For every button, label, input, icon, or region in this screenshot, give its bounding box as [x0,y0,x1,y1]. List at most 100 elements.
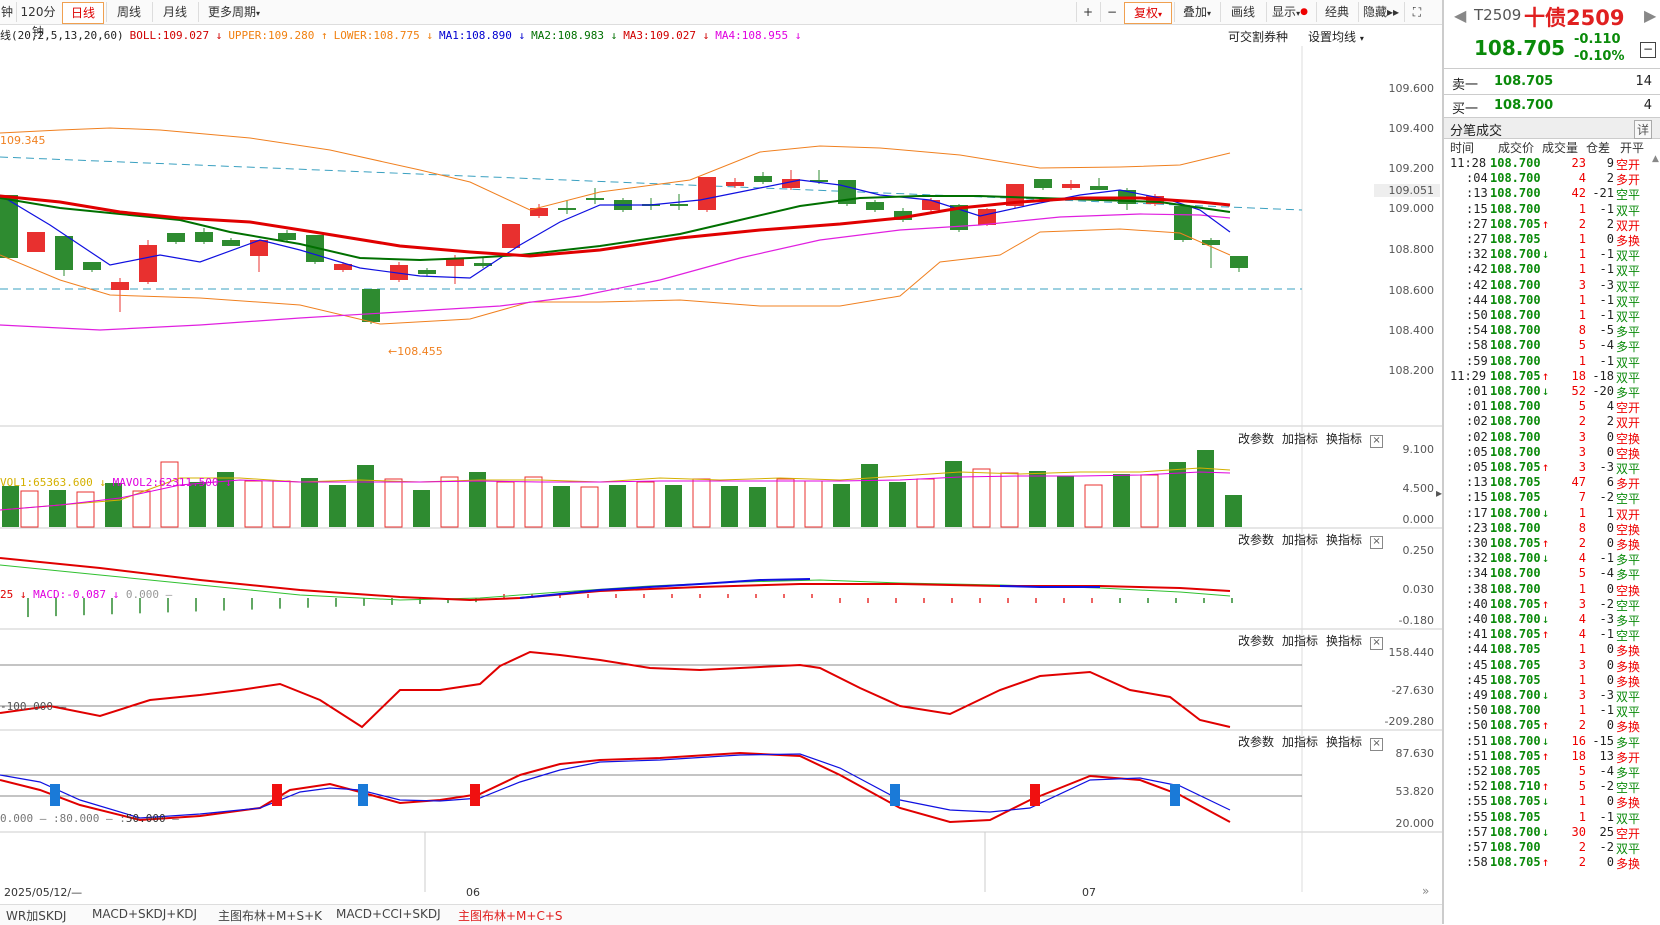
bid1-label: 买一 [1452,102,1479,117]
collapse-panel-icon[interactable]: ▸ [1436,486,1443,500]
classic-button[interactable]: 经典 [1316,2,1357,22]
close-icon[interactable]: × [1370,435,1384,448]
close-icon[interactable]: × [1370,637,1384,650]
deliverable-bonds-link[interactable]: 可交割券种 [1228,30,1289,44]
tick-volume: 3 [1578,657,1586,672]
draw-line-button[interactable]: 画线 [1220,2,1265,22]
tab-minute-partial[interactable]: 钟 [0,5,13,19]
volume-bar [413,490,430,527]
scroll-right-icon[interactable]: » [1422,884,1430,898]
tab-120min[interactable]: 120分钟 [16,2,59,39]
candle-body [390,265,408,280]
tick-open-close: 双开 [1616,416,1641,431]
switch-indicator-button[interactable]: 换指标 [1326,432,1363,446]
ma-settings-button[interactable]: 设置均线 ▾ [1308,28,1364,45]
tick-oi-change: 2 [1606,171,1614,186]
volume-bar [1000,472,1019,528]
tick-row: :57 108.700 2 -2 双平 [1444,840,1660,856]
scroll-up-icon[interactable]: ▲ [1652,154,1659,164]
volume-bar [721,486,738,527]
collapse-icon[interactable]: − [1640,42,1656,58]
tick-price: 108.705 [1490,794,1541,809]
skdj-signal-marker [50,784,60,806]
macd-dea-line [0,564,1231,601]
edit-params-button[interactable]: 改参数 [1238,735,1275,749]
mavol2-label: MAVOL2:62311.500 [112,476,219,489]
volume-bar [804,480,823,528]
skdj-signal-marker [890,784,900,806]
tick-oi-change: -18 [1592,368,1614,383]
tick-row: :34 108.700 5 -4 多平 [1444,566,1660,582]
prev-contract-icon[interactable]: ◀ [1454,6,1467,25]
add-indicator-button[interactable]: 加指标 [1282,533,1319,547]
close-icon[interactable]: × [1370,536,1384,549]
detail-button[interactable]: 详 [1634,120,1652,139]
template-tab-macd-skdj-kdj[interactable]: MACD+SKDJ+KDJ [92,907,197,921]
hide-button[interactable]: 隐藏▸▸ [1358,2,1403,22]
tick-price: 108.700 [1490,277,1541,292]
tab-monthly[interactable]: 月线 [152,2,197,22]
tick-open-close: 多平 [1616,340,1641,355]
template-tab-boll-msk[interactable]: 主图布林+M+S+K [218,909,323,923]
tick-time: :42 [1466,262,1488,277]
tab-weekly[interactable]: 周线 [106,2,151,22]
tick-oi-change: -1 [1599,247,1614,262]
contract-name: 十债2509 [1524,6,1625,30]
template-tab-macd-cci-skdj[interactable]: MACD+CCI+SKDJ [336,907,441,921]
tick-open-close: 多开 [1616,750,1641,765]
zoom-in-button[interactable]: + [1076,2,1099,22]
tab-more-periods[interactable]: 更多周期▾ [198,2,269,22]
volume-bar [301,478,318,527]
tick-volume: 30 [1571,824,1586,839]
candle-body [670,204,688,206]
candle-body [222,240,240,246]
next-contract-icon[interactable]: ▶ [1644,6,1657,25]
tick-open-close: 多换 [1616,234,1641,248]
tick-row: :01 108.700 ↓ 52 -20 多平 [1444,384,1660,400]
fullscreen-button[interactable]: ⛶ [1404,2,1429,22]
tick-price: 108.705 [1490,460,1541,474]
edit-params-button[interactable]: 改参数 [1238,533,1275,547]
tick-oi-change: 0 [1606,718,1614,733]
ma1-line [0,179,1231,279]
price-tick-label: 108.400 [1388,324,1435,337]
tick-time: :13 [1466,475,1488,490]
tick-open-close: 双平 [1616,462,1641,476]
close-icon[interactable]: × [1370,738,1384,751]
tick-direction-icon: ↓ [1542,551,1550,566]
volume-bar [916,478,935,528]
low-annotation: ←108.455 [388,345,443,358]
switch-indicator-button[interactable]: 换指标 [1326,533,1363,547]
tick-oi-change: -2 [1599,779,1614,794]
volume-bar [665,485,682,527]
zoom-out-button[interactable]: − [1100,2,1123,22]
overlay-button[interactable]: 叠加▾ [1174,2,1219,22]
skdj-tick-label: 20.000 [1395,817,1435,830]
adjust-button[interactable]: 复权▾ [1124,2,1172,24]
edit-params-button[interactable]: 改参数 [1238,634,1275,648]
template-tab-boll-mcs[interactable]: 主图布林+M+C+S [458,909,563,923]
tick-volume: 3 [1578,444,1586,459]
volume-bar [49,490,66,527]
tick-row: :17 108.700 ↓ 1 1 双开 [1444,506,1660,522]
add-indicator-button[interactable]: 加指标 [1282,432,1319,446]
tick-time: :45 [1466,657,1488,672]
tick-row: :27 108.705 1 0 多换 [1444,232,1660,248]
tick-volume: 1 [1578,201,1586,216]
template-tab-wr-skdj[interactable]: WR加SKDJ [6,909,67,923]
edit-params-button[interactable]: 改参数 [1238,432,1275,446]
tick-time: :52 [1466,764,1488,778]
tick-time: :15 [1466,490,1488,505]
switch-indicator-button[interactable]: 换指标 [1326,634,1363,648]
tick-price: 108.700 [1490,414,1541,429]
add-indicator-button[interactable]: 加指标 [1282,735,1319,749]
display-button[interactable]: 显示▾● [1266,2,1313,22]
add-indicator-button[interactable]: 加指标 [1282,634,1319,648]
tick-time: :32 [1466,551,1488,566]
kline-chart[interactable] [0,46,1442,892]
cci-tick-label: -27.630 [1391,684,1434,697]
switch-indicator-button[interactable]: 换指标 [1326,735,1363,749]
tab-daily[interactable]: 日线 [62,2,104,24]
tick-open-close: 多开 [1616,477,1641,492]
tick-time: :13 [1466,186,1488,201]
